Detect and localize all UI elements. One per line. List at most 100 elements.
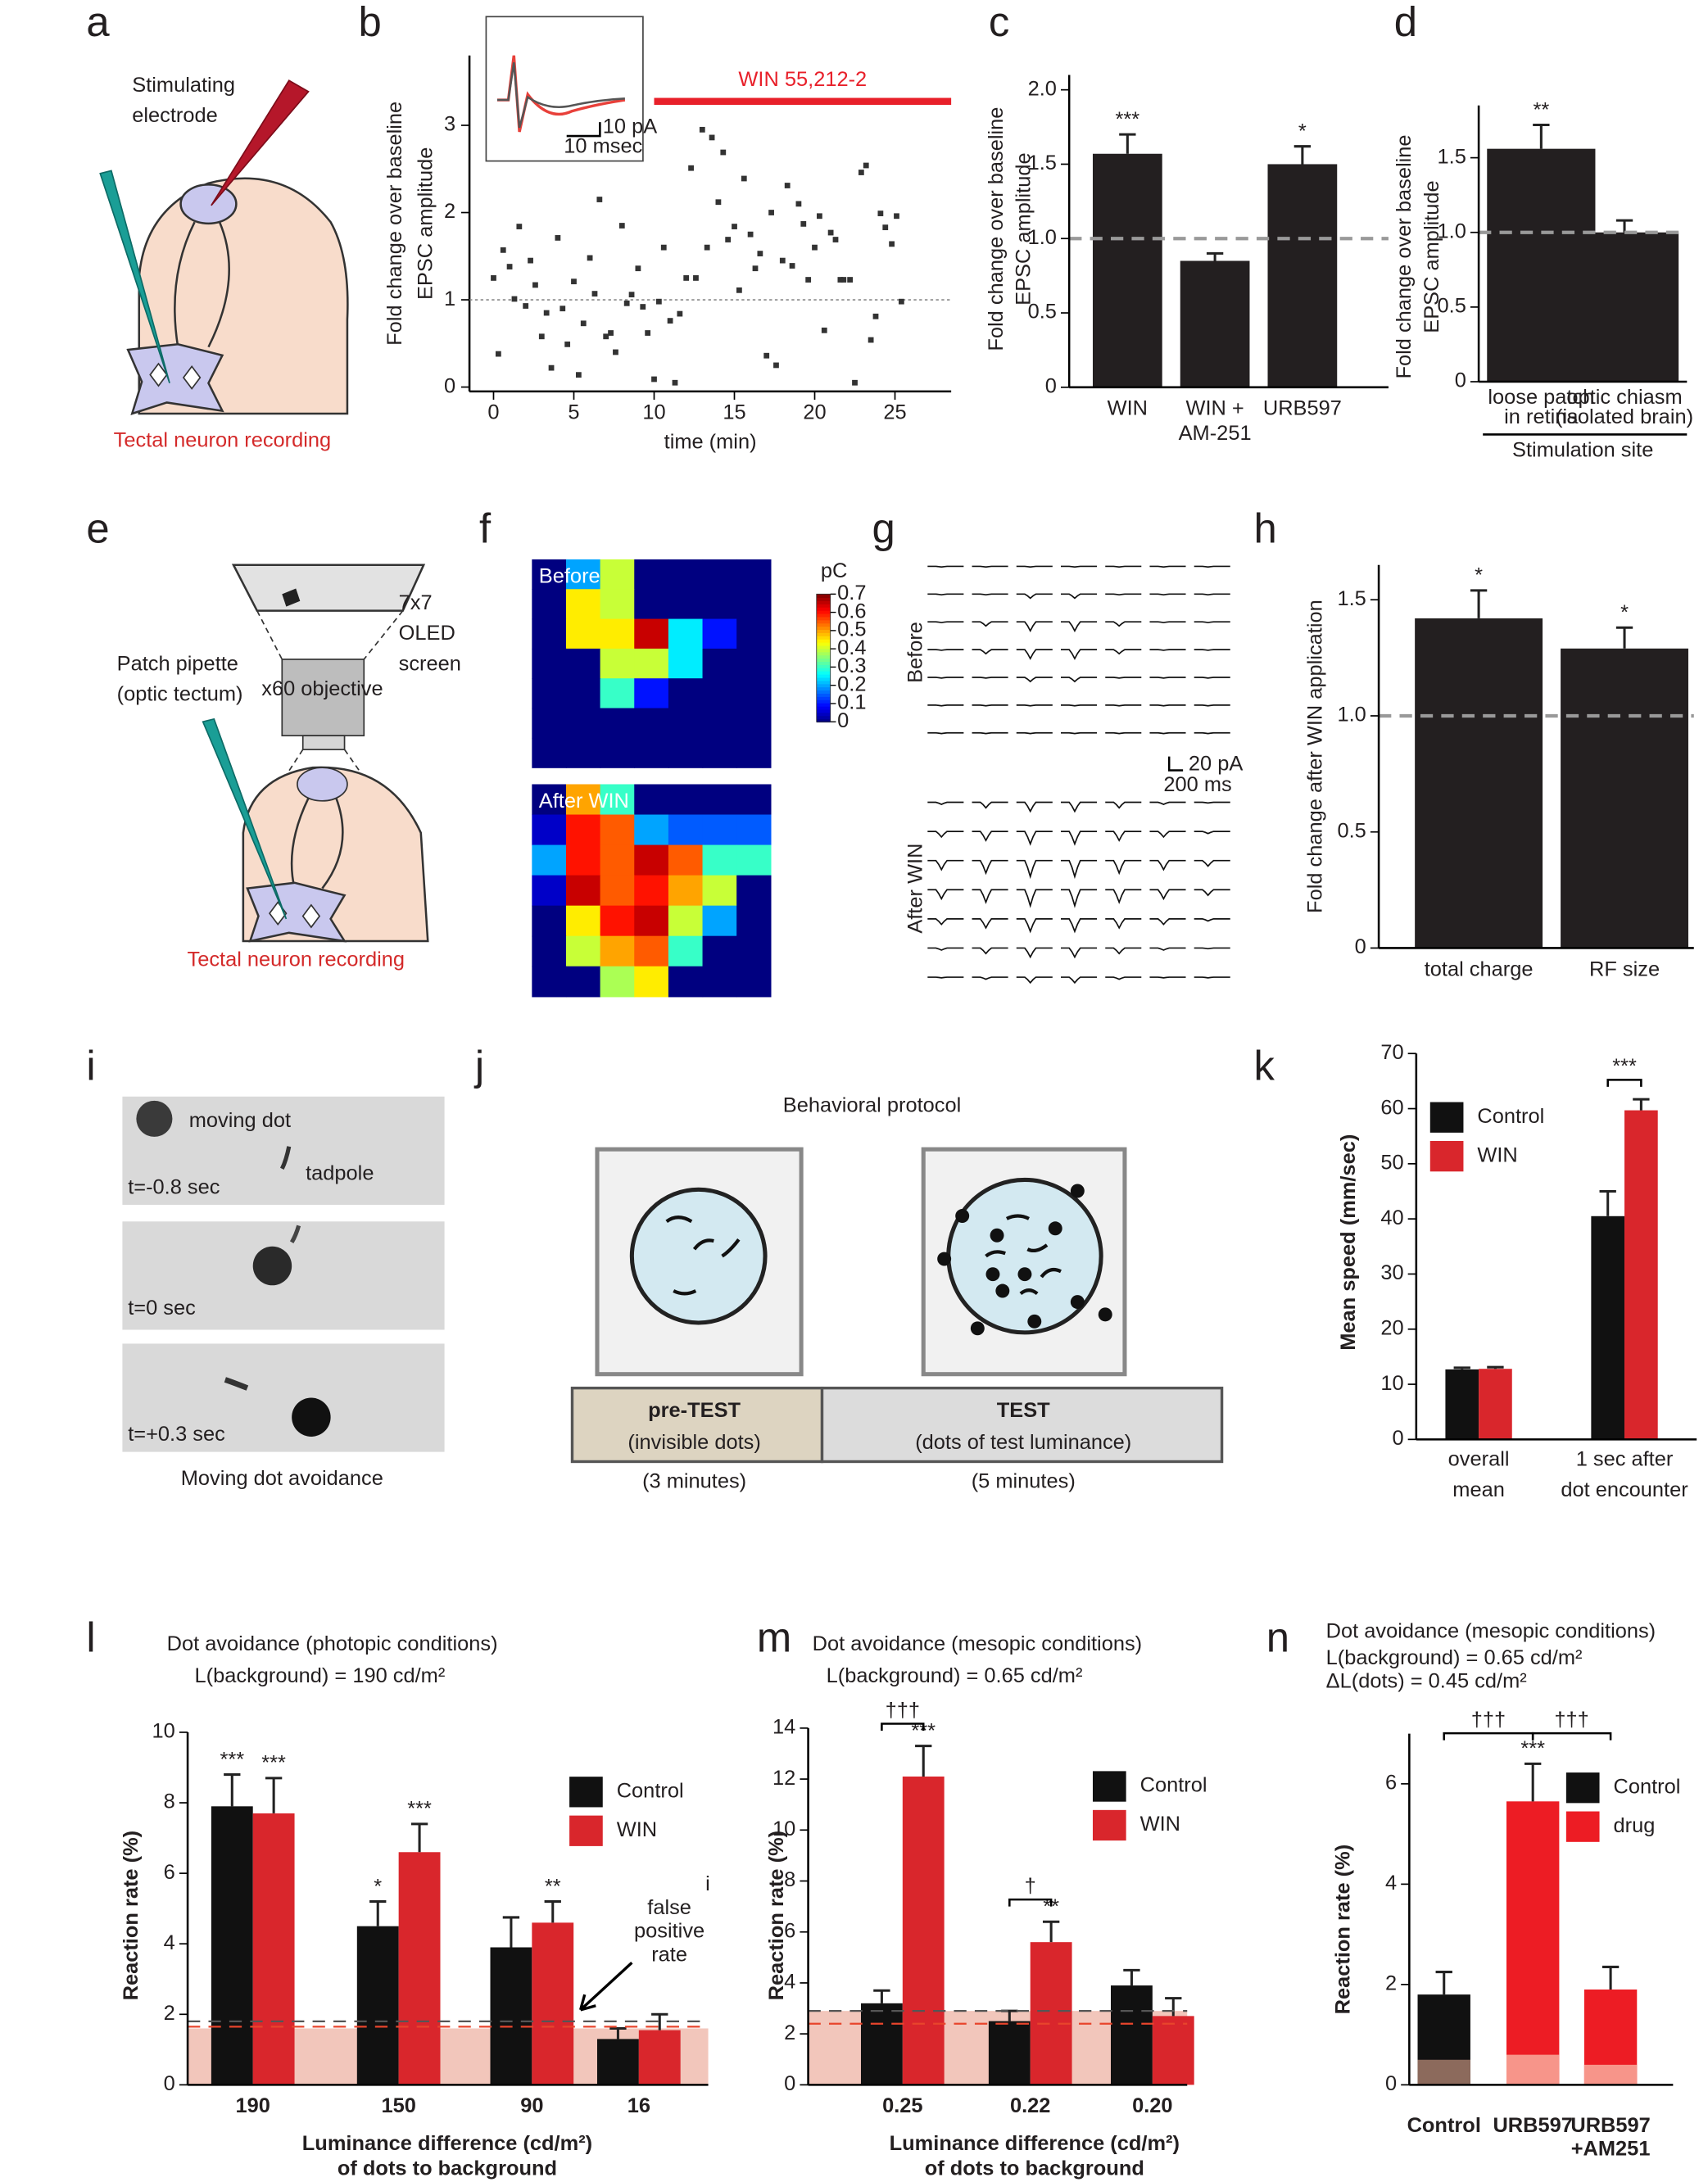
trace xyxy=(972,976,1008,980)
point xyxy=(725,237,732,242)
y-tick-label: 0 xyxy=(1385,2072,1397,2095)
legend-swatch xyxy=(1429,1141,1464,1172)
heatmap-cell xyxy=(702,905,737,937)
scale-label: 10 msec xyxy=(564,134,642,157)
bar xyxy=(1479,1369,1512,1440)
error-bar xyxy=(1453,1366,1470,1369)
trace xyxy=(1061,593,1098,600)
point xyxy=(511,296,518,302)
y-tick-label: 6 xyxy=(1385,1772,1397,1795)
y-axis-label: Mean speed (mm/sec) xyxy=(1337,1134,1360,1351)
y-tick-label: 1 xyxy=(444,287,455,310)
heatmap-cell xyxy=(634,935,669,967)
heatmap-cell xyxy=(565,905,601,937)
colorbar-segment xyxy=(816,670,831,675)
heatmap-cell xyxy=(532,589,567,620)
heatmap-cell xyxy=(600,875,635,907)
error-bar xyxy=(1615,219,1633,233)
chiasm xyxy=(179,183,238,225)
heatmap-cell xyxy=(532,678,567,709)
label: Stimulating xyxy=(132,74,235,97)
trace xyxy=(1016,947,1053,959)
label: OLED xyxy=(399,622,455,645)
heatmap-cell xyxy=(668,844,704,876)
caption: Moving dot avoidance xyxy=(181,1467,383,1490)
legend-label: WIN xyxy=(1140,1813,1180,1836)
heatmap-cell xyxy=(600,678,635,709)
heatmap-cell xyxy=(736,966,772,998)
trace xyxy=(1194,704,1230,707)
point xyxy=(613,349,618,355)
point xyxy=(736,287,742,293)
y-tick-label: 12 xyxy=(772,1767,795,1790)
legend-swatch xyxy=(569,1815,603,1846)
error-bar xyxy=(915,1745,932,1777)
trace xyxy=(1105,889,1142,904)
trace xyxy=(1149,889,1186,901)
point xyxy=(523,303,529,309)
point xyxy=(741,175,747,182)
colorbar-segment xyxy=(816,648,831,653)
trace xyxy=(1016,621,1053,633)
y-axis-label: Fold change over baseline xyxy=(985,107,1008,351)
x-axis-label: Luminance difference (cd/m²) xyxy=(890,2132,1180,2155)
error-bar xyxy=(1533,123,1550,149)
y-tick-label: 0.5 xyxy=(1438,295,1466,318)
trace xyxy=(1194,831,1230,835)
inset: 10 pA 10 msec xyxy=(485,16,657,162)
y-axis-label: Fold change over baseline xyxy=(1393,135,1416,379)
panel-label: a xyxy=(86,0,110,45)
point xyxy=(608,330,614,336)
trace xyxy=(1149,859,1186,871)
scale-bar xyxy=(566,122,601,138)
x-tick-label: +AM251 xyxy=(1571,2138,1651,2161)
label: tadpole xyxy=(306,1161,374,1184)
error-bar xyxy=(1119,133,1136,154)
colorbar-segment xyxy=(816,632,831,636)
bar xyxy=(1111,1985,1153,2085)
point xyxy=(747,231,754,238)
point xyxy=(532,282,538,288)
chart-subtitle: L(background) = 190 cd/m² xyxy=(195,1664,446,1687)
legend-swatch xyxy=(1565,1772,1600,1804)
trace xyxy=(972,801,1008,809)
trace xyxy=(1194,801,1230,804)
trace xyxy=(927,677,964,679)
trace xyxy=(1016,889,1053,908)
legend-label: Control xyxy=(1613,1775,1680,1798)
x-tick-label: WIN xyxy=(1108,397,1148,420)
y-tick-label: 2 xyxy=(1385,1972,1397,1995)
phase-name: pre-TEST xyxy=(648,1399,741,1422)
point xyxy=(688,165,694,171)
significance: *** xyxy=(261,1752,286,1775)
significance: * xyxy=(1475,564,1483,587)
heatmap-cell xyxy=(736,737,772,768)
panel-label: d xyxy=(1394,0,1417,45)
colorbar-label: pC xyxy=(821,559,847,582)
dot xyxy=(1098,1307,1112,1322)
x-tick-label: 0.20 xyxy=(1132,2094,1172,2117)
error-bar xyxy=(1525,1762,1542,1802)
objective-tip xyxy=(301,735,346,750)
y-axis-label: Fold change after WIN application xyxy=(1304,600,1327,913)
heatmap-cell xyxy=(532,648,567,679)
heatmap-cell xyxy=(600,618,635,650)
x-tick-label: URB597 xyxy=(1570,2114,1650,2137)
x-tick-label: 150 xyxy=(381,2094,415,2117)
significance: ** xyxy=(1043,1895,1059,1918)
colorbar-tick-label: 0.6 xyxy=(837,600,866,622)
heatmap-cell xyxy=(600,559,635,590)
point xyxy=(564,341,571,347)
trace xyxy=(972,947,1008,955)
x-axis-label: Stimulation site xyxy=(1512,438,1653,461)
heatmap-cell xyxy=(736,935,772,967)
trace xyxy=(1061,831,1098,846)
heatmap-cell xyxy=(600,966,635,998)
heatmap-cell xyxy=(565,708,601,739)
point xyxy=(821,327,827,333)
y-axis-label: EPSC amplitude xyxy=(1013,152,1035,305)
trace xyxy=(1105,859,1142,876)
trace xyxy=(972,918,1008,930)
y-tick-label: 0 xyxy=(164,2072,175,2095)
